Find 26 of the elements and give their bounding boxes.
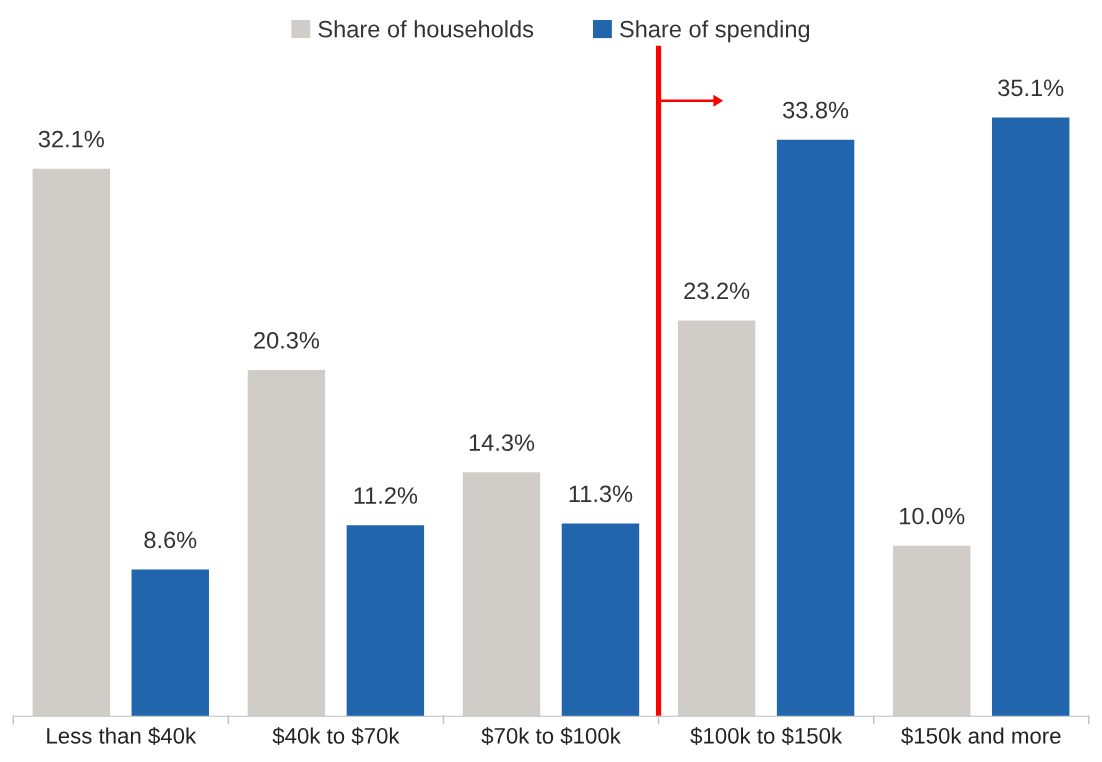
bar — [893, 545, 971, 717]
bar — [346, 525, 425, 717]
bar — [32, 168, 111, 717]
x-tick-label: Less than $40k — [47, 727, 197, 746]
bar — [991, 117, 1070, 717]
legend-label: Share of households — [318, 20, 534, 38]
x-tick-label: $70k to $100k — [481, 727, 621, 746]
data-label: 23.2% — [684, 282, 750, 300]
data-label: 11.3% — [569, 485, 633, 503]
bar — [462, 472, 541, 717]
legend-label: Share of spending — [620, 20, 810, 43]
data-label: 20.3% — [254, 331, 320, 349]
data-label: 11.2% — [354, 487, 418, 504]
data-label: 32.1% — [38, 130, 104, 148]
data-label: 10.0% — [900, 507, 965, 525]
x-tick-label: $150k and more — [901, 727, 1061, 746]
bar — [776, 139, 855, 717]
bar — [131, 569, 209, 717]
bar — [247, 370, 326, 717]
data-label: 14.3% — [469, 434, 535, 452]
x-tick-label: $100k to $150k — [690, 727, 843, 746]
data-label: 35.1% — [998, 79, 1064, 97]
data-label: 33.8% — [783, 101, 849, 119]
data-label: 8.6% — [144, 531, 197, 549]
bar — [561, 523, 640, 717]
x-tick-label: $40k to $70k — [272, 727, 400, 746]
